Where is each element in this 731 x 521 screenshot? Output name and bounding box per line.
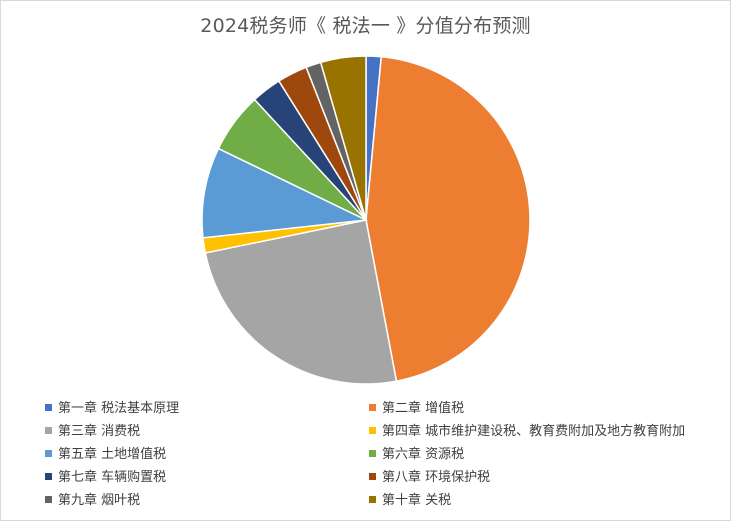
pie-slice-2 — [365, 55, 531, 383]
legend-label: 第七章 车辆购置税 — [58, 470, 167, 485]
legend-swatch — [45, 496, 52, 503]
legend-swatch — [369, 450, 376, 457]
legend-label: 第五章 土地增值税 — [58, 447, 167, 462]
legend-item: 第九章 烟叶税 — [45, 491, 140, 511]
legend-item: 第八章 环境保护税 — [369, 468, 490, 488]
chart-title: 2024税务师《 税法一 》分值分布预测 — [200, 15, 531, 37]
legend-swatch — [45, 404, 52, 411]
legend-label: 第一章 税法基本原理 — [58, 401, 180, 416]
legend-label: 第四章 城市维护建设税、教育费附加及地方教育附加 — [382, 424, 686, 439]
pie-slice-5 — [201, 147, 369, 239]
legend-item: 第五章 土地增值税 — [45, 445, 166, 465]
legend-item: 第一章 税法基本原理 — [45, 399, 179, 419]
legend-label: 第九章 烟叶税 — [58, 493, 141, 508]
legend-label: 第三章 消费税 — [58, 424, 141, 439]
legend-label: 第六章 资源税 — [382, 447, 465, 462]
legend-item: 第四章 城市维护建设税、教育费附加及地方教育附加 — [369, 422, 685, 442]
legend-swatch — [45, 450, 52, 457]
legend-item: 第七章 车辆购置税 — [45, 468, 166, 488]
legend-item: 第六章 资源税 — [369, 445, 464, 465]
pie-slice-10 — [319, 55, 367, 221]
legend-label: 第二章 增值税 — [382, 401, 465, 416]
legend-label: 第十章 关税 — [382, 493, 452, 508]
legend-swatch — [369, 427, 376, 434]
legend-label: 第八章 环境保护税 — [382, 470, 491, 485]
legend-swatch — [369, 473, 376, 480]
legend-item: 第二章 增值税 — [369, 399, 464, 419]
legend-swatch — [369, 496, 376, 503]
legend-item: 第三章 消费税 — [45, 422, 140, 442]
legend-swatch — [369, 404, 376, 411]
legend-swatch — [45, 427, 52, 434]
pie-slice-3 — [204, 219, 398, 385]
legend-swatch — [45, 473, 52, 480]
legend-item: 第十章 关税 — [369, 491, 451, 511]
